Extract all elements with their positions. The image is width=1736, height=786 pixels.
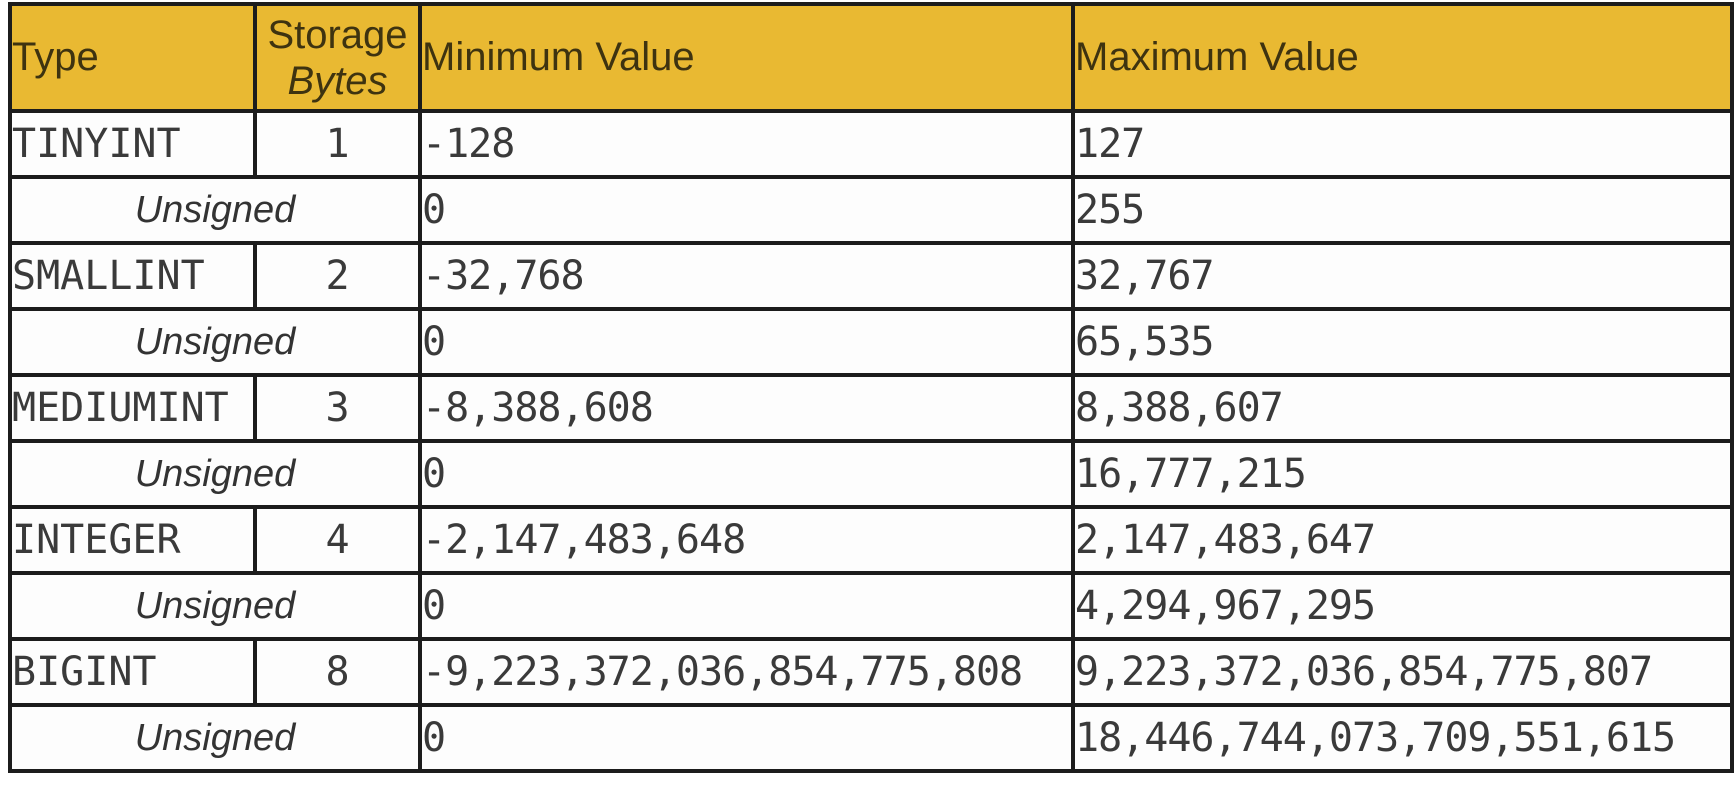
- bytes-cell: 4: [253, 505, 422, 575]
- header-maximum-value: Maximum Value: [1071, 2, 1734, 113]
- table-row-mediumint-unsigned: Unsigned 0 16,777,215: [8, 439, 1734, 509]
- bytes-cell: 3: [253, 373, 422, 443]
- min-cell: -2,147,483,648: [418, 505, 1075, 575]
- min-cell: -9,223,372,036,854,775,808: [418, 637, 1075, 707]
- unsigned-label-cell: Unsigned: [8, 439, 422, 509]
- min-cell: -128: [418, 109, 1075, 179]
- table-row-smallint-unsigned: Unsigned 0 65,535: [8, 307, 1734, 377]
- max-cell: 255: [1071, 175, 1734, 245]
- table-row-tinyint: TINYINT 1 -128 127: [8, 109, 1734, 179]
- type-cell: SMALLINT: [8, 241, 257, 311]
- unsigned-label-cell: Unsigned: [8, 703, 422, 773]
- max-cell: 4,294,967,295: [1071, 571, 1734, 641]
- unsigned-label-cell: Unsigned: [8, 307, 422, 377]
- max-cell: 9,223,372,036,854,775,807: [1071, 637, 1734, 707]
- type-cell: INTEGER: [8, 505, 257, 575]
- header-storage-line1: Storage: [267, 12, 408, 57]
- header-storage-line2: Bytes: [287, 58, 388, 103]
- table-row-bigint-unsigned: Unsigned 0 18,446,744,073,709,551,615: [8, 703, 1734, 773]
- integer-types-table-container: Type Storage Bytes Minimum Value Maximum…: [8, 2, 1734, 773]
- bytes-cell: 1: [253, 109, 422, 179]
- header-row: Type Storage Bytes Minimum Value Maximum…: [8, 2, 1734, 113]
- max-cell: 32,767: [1071, 241, 1734, 311]
- max-cell: 2,147,483,647: [1071, 505, 1734, 575]
- unsigned-label-cell: Unsigned: [8, 175, 422, 245]
- table-row-integer-unsigned: Unsigned 0 4,294,967,295: [8, 571, 1734, 641]
- bytes-cell: 2: [253, 241, 422, 311]
- min-cell: -8,388,608: [418, 373, 1075, 443]
- bytes-cell: 8: [253, 637, 422, 707]
- table-row-smallint: SMALLINT 2 -32,768 32,767: [8, 241, 1734, 311]
- header-storage-bytes: Storage Bytes: [253, 2, 422, 113]
- header-minimum-value: Minimum Value: [418, 2, 1075, 113]
- min-cell: 0: [418, 307, 1075, 377]
- type-cell: TINYINT: [8, 109, 257, 179]
- min-cell: -32,768: [418, 241, 1075, 311]
- max-cell: 127: [1071, 109, 1734, 179]
- table-row-tinyint-unsigned: Unsigned 0 255: [8, 175, 1734, 245]
- type-cell: MEDIUMINT: [8, 373, 257, 443]
- unsigned-label-cell: Unsigned: [8, 571, 422, 641]
- max-cell: 65,535: [1071, 307, 1734, 377]
- max-cell: 8,388,607: [1071, 373, 1734, 443]
- table-row-mediumint: MEDIUMINT 3 -8,388,608 8,388,607: [8, 373, 1734, 443]
- min-cell: 0: [418, 175, 1075, 245]
- header-type: Type: [8, 2, 257, 113]
- table-row-bigint: BIGINT 8 -9,223,372,036,854,775,808 9,22…: [8, 637, 1734, 707]
- integer-types-table: Type Storage Bytes Minimum Value Maximum…: [8, 2, 1734, 773]
- min-cell: 0: [418, 439, 1075, 509]
- table-row-integer: INTEGER 4 -2,147,483,648 2,147,483,647: [8, 505, 1734, 575]
- type-cell: BIGINT: [8, 637, 257, 707]
- min-cell: 0: [418, 703, 1075, 773]
- max-cell: 16,777,215: [1071, 439, 1734, 509]
- max-cell: 18,446,744,073,709,551,615: [1071, 703, 1734, 773]
- min-cell: 0: [418, 571, 1075, 641]
